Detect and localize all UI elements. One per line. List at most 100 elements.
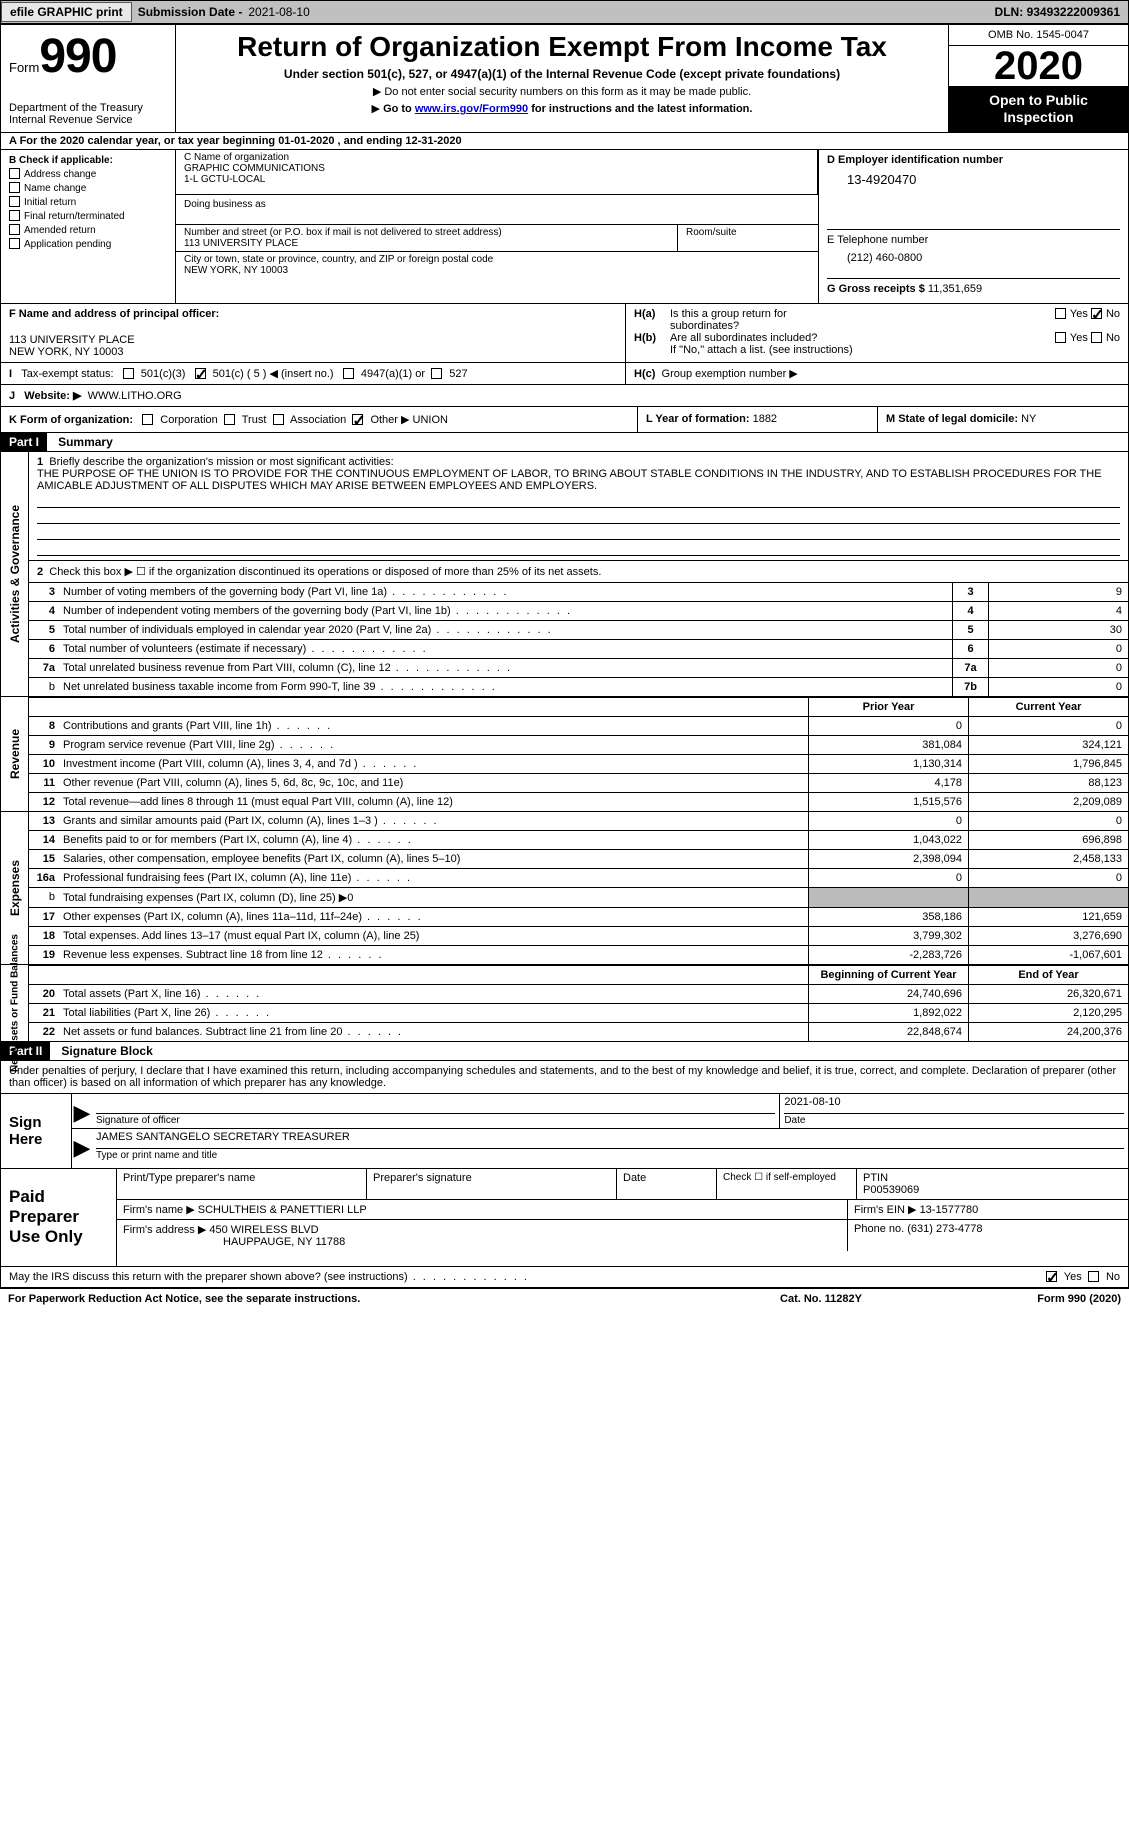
hb-no[interactable]	[1091, 332, 1102, 343]
sign-here-label: Sign Here	[1, 1094, 71, 1168]
c19: -1,067,601	[968, 946, 1128, 964]
line-16b: Total fundraising expenses (Part IX, col…	[59, 888, 808, 907]
instructions-link[interactable]: www.irs.gov/Form990	[415, 103, 528, 115]
line-1-mission: 1 Briefly describe the organization's mi…	[29, 452, 1128, 560]
c9: 324,121	[968, 736, 1128, 754]
room-suite: Room/suite	[678, 225, 818, 251]
c17: 121,659	[968, 908, 1128, 926]
ck-other[interactable]	[352, 414, 363, 425]
checkbox-name-change[interactable]	[9, 182, 20, 193]
ck-trust[interactable]	[224, 414, 235, 425]
sig-date: 2021-08-10	[784, 1096, 1124, 1114]
top-toolbar: efile GRAPHIC print Submission Date - 20…	[0, 0, 1129, 24]
submission-date-label: Submission Date -	[132, 5, 249, 19]
val-3: 9	[988, 583, 1128, 601]
val-7a: 0	[988, 659, 1128, 677]
ck-corp[interactable]	[142, 414, 153, 425]
tax-year: 2020	[949, 46, 1128, 86]
prep-sig-lbl: Preparer's signature	[367, 1169, 617, 1199]
p16b	[808, 888, 968, 907]
c22: 24,200,376	[968, 1023, 1128, 1041]
section-b-checkboxes: B Check if applicable: Address change Na…	[1, 150, 176, 303]
dln: DLN: 93493222009361	[995, 5, 1128, 19]
c21: 2,120,295	[968, 1004, 1128, 1022]
form-subtitle: Under section 501(c), 527, or 4947(a)(1)…	[188, 67, 936, 81]
line-15: Salaries, other compensation, employee b…	[59, 850, 808, 868]
c13: 0	[968, 812, 1128, 830]
checkbox-application-pending[interactable]	[9, 238, 20, 249]
sign-arrow-icon: ▶	[72, 1094, 92, 1128]
c12: 2,209,089	[968, 793, 1128, 811]
sidebar-activities-governance: Activities & Governance	[8, 505, 22, 643]
form-id-block: Form990 Department of the Treasury Inter…	[1, 25, 176, 132]
firm-address: Firm's address ▶ 450 WIRELESS BLVD HAUPP…	[117, 1220, 848, 1251]
part-i-header: Part I	[1, 433, 47, 451]
checkbox-final-return[interactable]	[9, 210, 20, 221]
val-6: 0	[988, 640, 1128, 658]
h-group-return: H(a) Is this a group return forsubordina…	[626, 304, 1128, 362]
page-footer: For Paperwork Reduction Act Notice, see …	[0, 1289, 1129, 1309]
checkbox-amended-return[interactable]	[9, 224, 20, 235]
p8: 0	[808, 717, 968, 735]
city-state-zip: City or town, state or province, country…	[176, 252, 818, 278]
org-name-block: C Name of organization GRAPHIC COMMUNICA…	[176, 150, 818, 194]
p22: 22,848,674	[808, 1023, 968, 1041]
c14: 696,898	[968, 831, 1128, 849]
form-of-organization: K Form of organization: Corporation Trus…	[1, 407, 638, 432]
firm-ein: Firm's EIN ▶ 13-1577780	[848, 1200, 1128, 1219]
form-title: Return of Organization Exempt From Incom…	[188, 31, 936, 63]
p17: 358,186	[808, 908, 968, 926]
state-of-domicile: M State of legal domicile: NY	[878, 407, 1128, 432]
val-4: 4	[988, 602, 1128, 620]
p18: 3,799,302	[808, 927, 968, 945]
ck-4947[interactable]	[343, 368, 354, 379]
sig-officer-caption: Signature of officer	[96, 1114, 775, 1126]
line-8: Contributions and grants (Part VIII, lin…	[59, 717, 808, 735]
line-16a: Professional fundraising fees (Part IX, …	[59, 869, 808, 887]
val-5: 30	[988, 621, 1128, 639]
gross-receipts: G Gross receipts $ 11,351,659	[827, 278, 1120, 299]
ck-527[interactable]	[431, 368, 442, 379]
checkbox-initial-return[interactable]	[9, 196, 20, 207]
sidebar-revenue: Revenue	[8, 729, 22, 779]
line-3: Number of voting members of the governin…	[59, 583, 952, 601]
hb-yes[interactable]	[1055, 332, 1066, 343]
line-19: Revenue less expenses. Subtract line 18 …	[59, 946, 808, 964]
line-2: 2 Check this box ▶ ☐ if the organization…	[29, 560, 1128, 582]
dept-treasury: Department of the Treasury	[9, 102, 167, 114]
line-20: Total assets (Part X, line 16)	[59, 985, 808, 1003]
ein-value: 13-4920470	[827, 166, 1120, 187]
p16a: 0	[808, 869, 968, 887]
street-address: Number and street (or P.O. box if mail i…	[176, 225, 678, 251]
line-13: Grants and similar amounts paid (Part IX…	[59, 812, 808, 830]
line-10: Investment income (Part VIII, column (A)…	[59, 755, 808, 773]
efile-print-button[interactable]: efile GRAPHIC print	[1, 2, 132, 22]
val-7b: 0	[988, 678, 1128, 696]
prep-ptin: PTINP00539069	[857, 1169, 1128, 1199]
ck-501c3[interactable]	[123, 368, 134, 379]
ck-assoc[interactable]	[273, 414, 284, 425]
prep-date-lbl: Date	[617, 1169, 717, 1199]
p19: -2,283,726	[808, 946, 968, 964]
hdr-prior-year: Prior Year	[808, 698, 968, 716]
ha-no[interactable]	[1091, 308, 1102, 319]
checkbox-address-change[interactable]	[9, 168, 20, 179]
ck-501c[interactable]	[195, 368, 206, 379]
principal-officer: F Name and address of principal officer:…	[1, 304, 626, 362]
p21: 1,892,022	[808, 1004, 968, 1022]
prep-name-lbl: Print/Type preparer's name	[117, 1169, 367, 1199]
firm-name: Firm's name ▶ SCHULTHEIS & PANETTIERI LL…	[117, 1200, 848, 1219]
discuss-no[interactable]	[1088, 1271, 1099, 1282]
line-18: Total expenses. Add lines 13–17 (must eq…	[59, 927, 808, 945]
sig-date-caption: Date	[784, 1114, 1124, 1126]
open-public-inspection: Open to PublicInspection	[949, 86, 1128, 132]
discuss-yes[interactable]	[1046, 1271, 1057, 1282]
name-title-caption: Type or print name and title	[96, 1149, 1124, 1161]
sidebar-net-assets: Net Assets or Fund Balances	[9, 934, 20, 1072]
phone-block: E Telephone number (212) 460-0800	[827, 229, 1120, 268]
ha-yes[interactable]	[1055, 308, 1066, 319]
ssn-warning: Do not enter social security numbers on …	[188, 85, 936, 98]
line-5: Total number of individuals employed in …	[59, 621, 952, 639]
line-4: Number of independent voting members of …	[59, 602, 952, 620]
hdr-end-year: End of Year	[968, 966, 1128, 984]
